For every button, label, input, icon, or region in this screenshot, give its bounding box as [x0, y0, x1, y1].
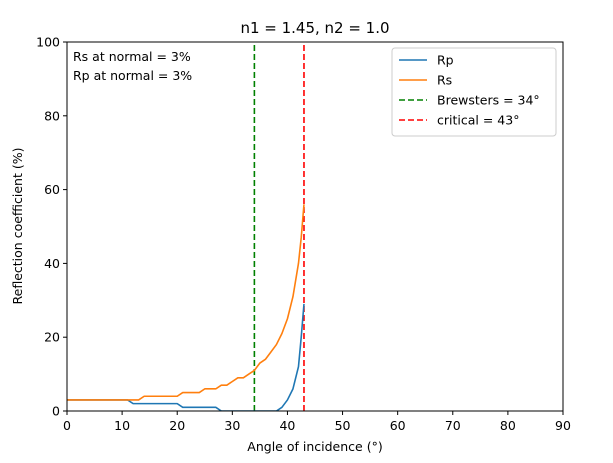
x-tick-label: 0 [63, 418, 71, 433]
x-tick-label: 80 [500, 418, 516, 433]
y-tick-label: 100 [36, 35, 60, 50]
y-tick-label: 20 [44, 330, 60, 345]
y-tick-label: 0 [52, 404, 60, 419]
annotation-rp-normal: Rp at normal = 3% [73, 68, 192, 83]
x-tick-label: 10 [114, 418, 130, 433]
chart-title: n1 = 1.45, n2 = 1.0 [240, 19, 389, 37]
y-tick-label: 60 [44, 182, 60, 197]
x-tick-label: 30 [224, 418, 240, 433]
legend-label: Brewsters = 34° [437, 93, 540, 108]
series-line-rp [67, 303, 305, 411]
x-tick-label: 90 [555, 418, 571, 433]
x-tick-label: 60 [390, 418, 406, 433]
legend-label: Rp [437, 53, 454, 68]
y-tick-label: 80 [44, 108, 60, 123]
y-axis-label: Reflection coefficient (%) [10, 148, 25, 305]
legend-label: Rs [437, 73, 452, 88]
y-tick-label: 40 [44, 256, 60, 271]
legend-label: critical = 43° [437, 113, 519, 128]
legend: Rp Rs Brewsters = 34° critical = 43° [391, 47, 557, 137]
legend-frame [391, 47, 557, 137]
plot-area [67, 42, 305, 411]
x-tick-label: 50 [335, 418, 351, 433]
x-tick-label: 20 [169, 418, 185, 433]
x-tick-label: 70 [445, 418, 461, 433]
annotation-rs-normal: Rs at normal = 3% [73, 49, 191, 64]
series-line-rs [67, 204, 305, 401]
axis-ticks: 0 10 20 30 40 50 60 70 80 90 0 20 40 60 80 100 [36, 35, 571, 434]
x-tick-label: 40 [279, 418, 295, 433]
plot-frame [66, 41, 564, 412]
x-axis-label: Angle of incidence (°) [247, 439, 382, 454]
